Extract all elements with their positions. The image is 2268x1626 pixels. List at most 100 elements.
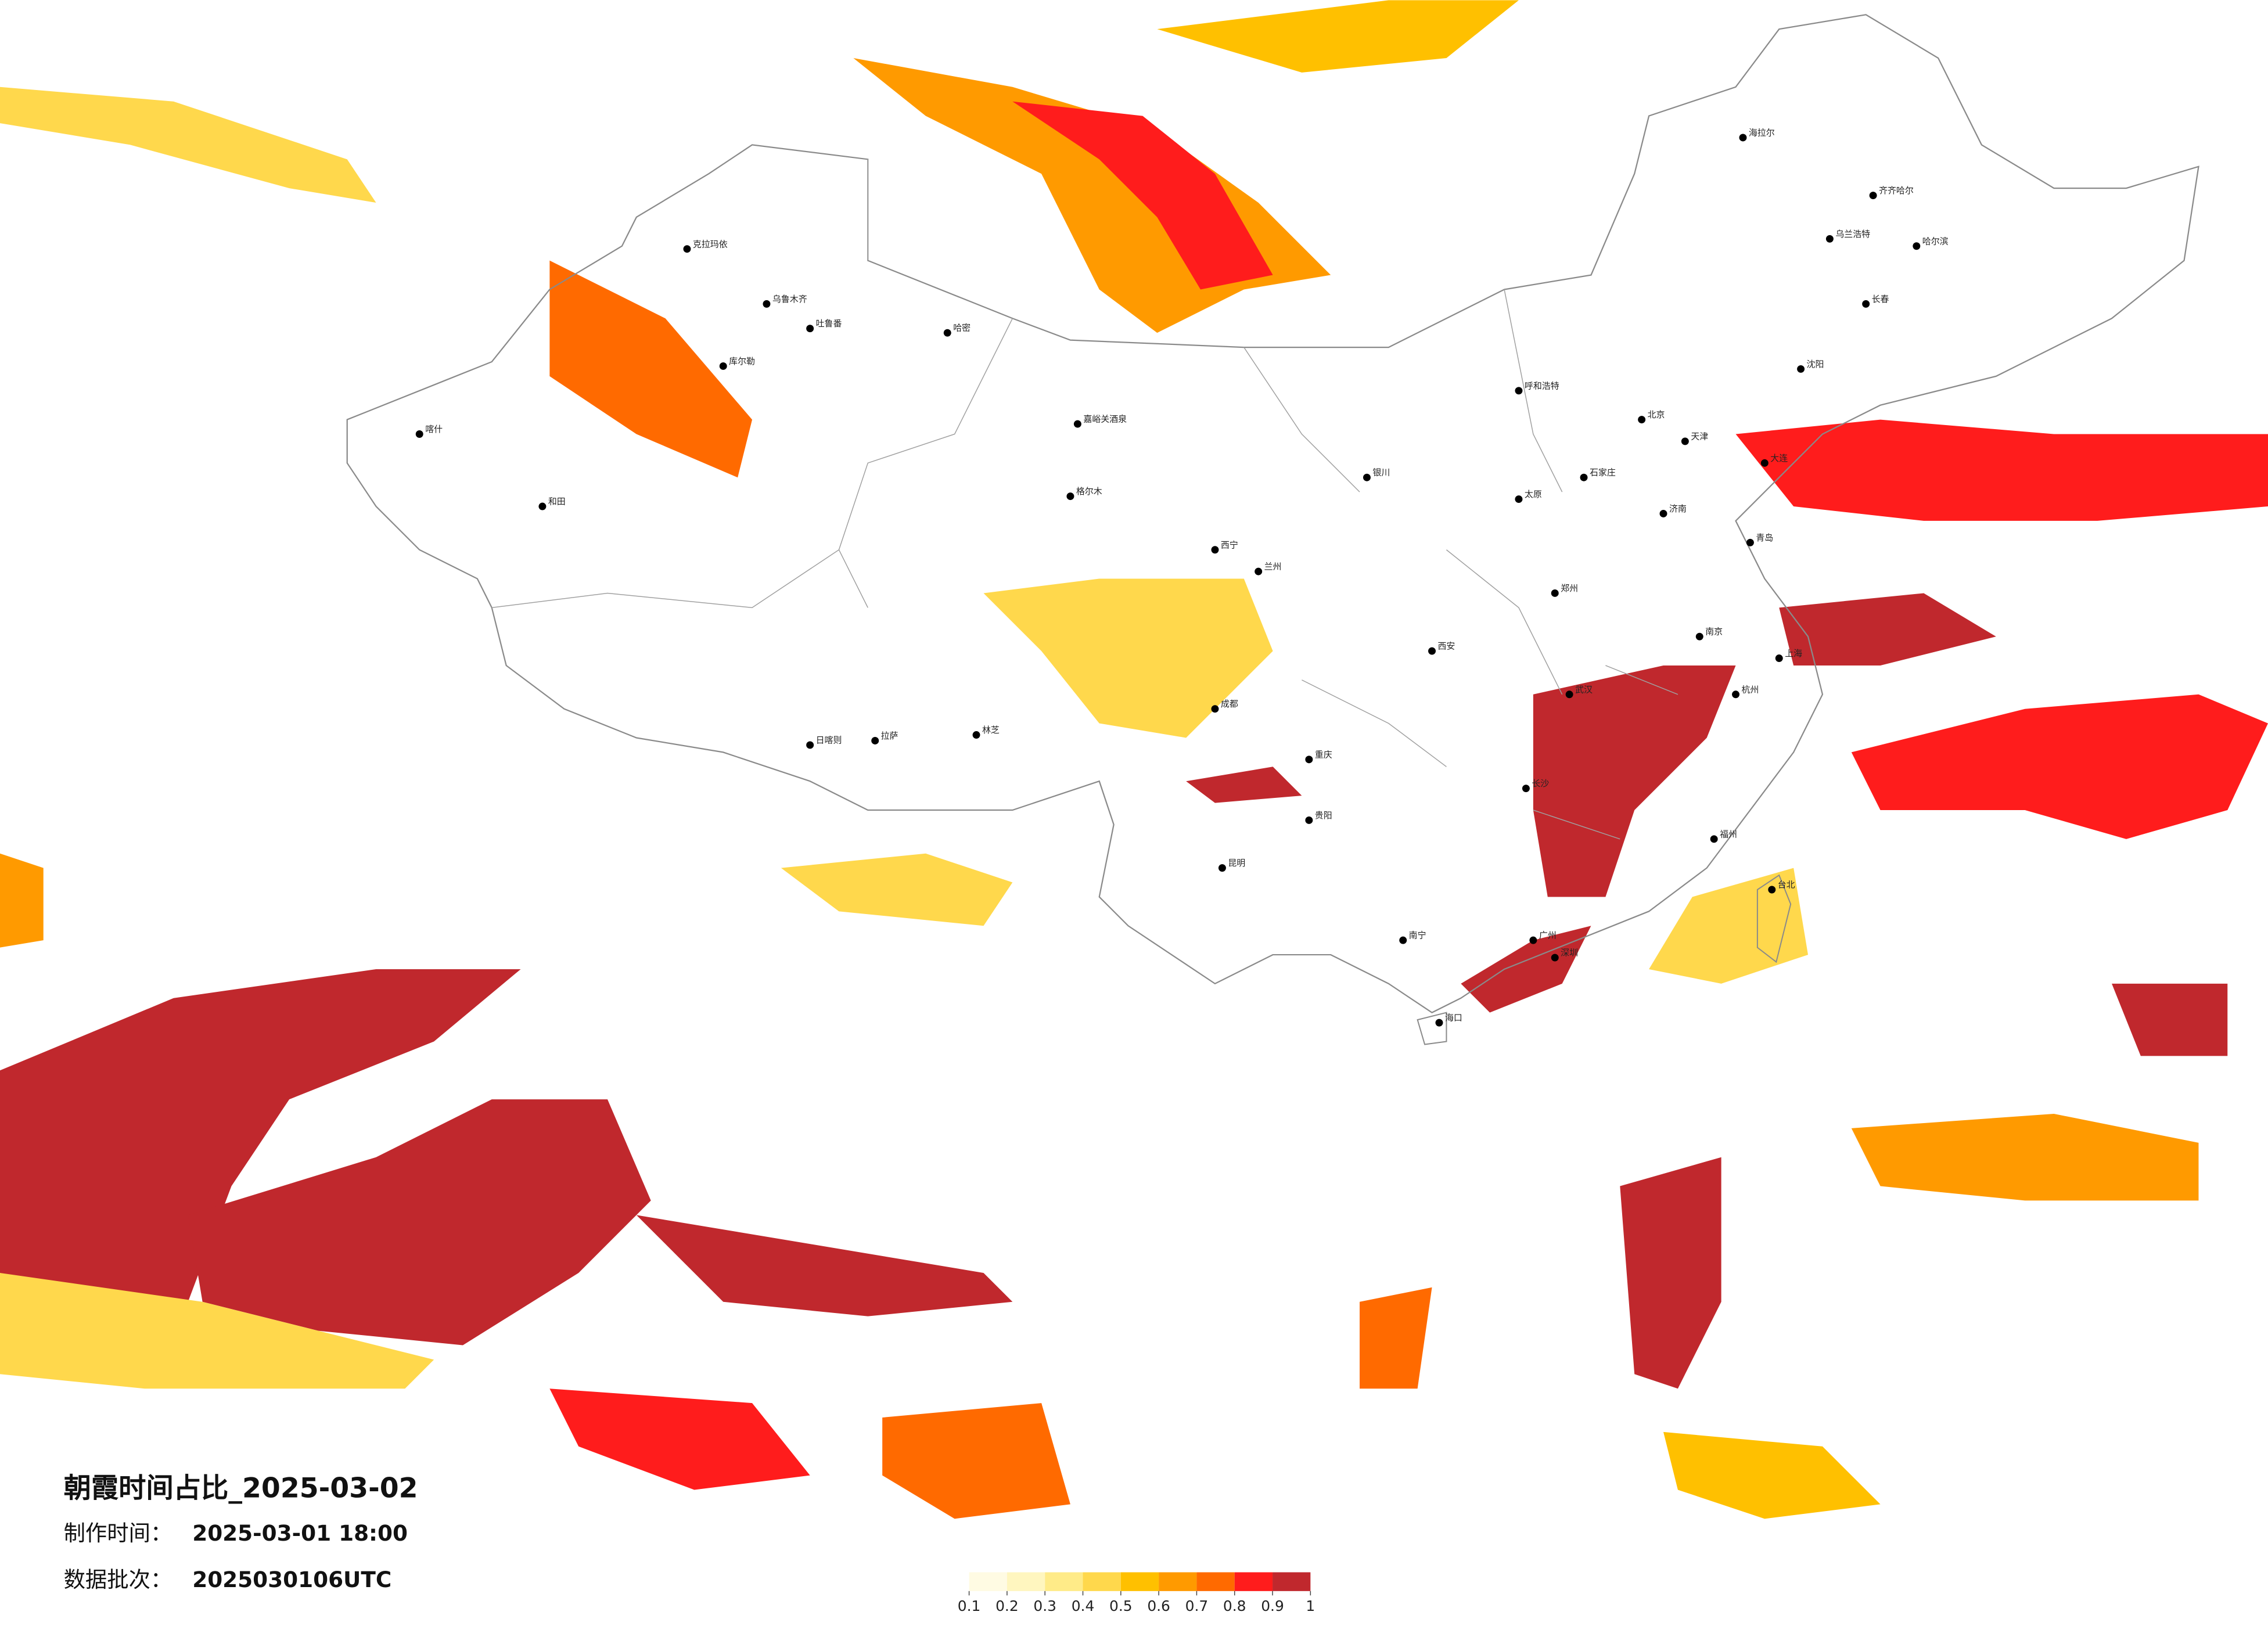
- blob: [188, 1099, 651, 1346]
- tick-label: 0.3: [1033, 1598, 1056, 1614]
- city-label: 长春: [1872, 294, 1889, 304]
- city-label: 武汉: [1575, 684, 1593, 695]
- country-outline: [346, 14, 2199, 1013]
- city-dot: [1255, 567, 1263, 575]
- tick-label: 0.4: [1072, 1598, 1095, 1614]
- city-label: 济南: [1669, 503, 1687, 514]
- blob: [882, 1403, 1070, 1519]
- city-dot: [1218, 864, 1226, 872]
- city-dot: [1862, 300, 1870, 308]
- city-dot: [1775, 654, 1783, 662]
- city-dot: [683, 245, 691, 253]
- city-dot: [1073, 420, 1081, 428]
- color-swatch: [1196, 1572, 1235, 1591]
- city-dot: [1739, 134, 1747, 142]
- city-label: 吐鲁番: [816, 318, 842, 329]
- tick-label: 0.8: [1223, 1598, 1246, 1614]
- blob: [983, 578, 1273, 738]
- city-label: 齐齐哈尔: [1879, 185, 1914, 196]
- city-label: 哈密: [953, 323, 971, 333]
- blob: [1649, 868, 1809, 984]
- color-swatch: [1234, 1572, 1273, 1591]
- city-dot: [1825, 235, 1834, 243]
- tick-label: 0.2: [995, 1598, 1019, 1614]
- color-swatch: [1273, 1572, 1311, 1591]
- city-dot: [1522, 785, 1530, 793]
- city-label: 深圳: [1561, 948, 1578, 958]
- city-dot: [972, 731, 980, 739]
- made-time: 2025-03-01 18:00: [192, 1520, 408, 1546]
- city-dot: [1638, 416, 1646, 424]
- city-dot: [1305, 756, 1313, 764]
- blob: [549, 1388, 810, 1490]
- city-dot: [1515, 387, 1523, 395]
- tick-label: 0.1: [958, 1598, 981, 1614]
- batch-label: 数据批次：: [64, 1567, 172, 1592]
- tick-label: 0.5: [1109, 1598, 1133, 1614]
- blob: [1735, 419, 2268, 521]
- city-dot: [1695, 632, 1703, 641]
- city-label: 青岛: [1756, 533, 1773, 543]
- province-borders: [491, 159, 1678, 840]
- city-dot: [719, 362, 727, 370]
- blob: [0, 1272, 434, 1389]
- city-dot: [1428, 647, 1436, 655]
- city-dot: [1211, 705, 1219, 713]
- city-label: 银川: [1372, 467, 1390, 478]
- city-dot: [1768, 886, 1776, 894]
- city-dot: [1551, 589, 1559, 597]
- city-dot: [806, 325, 814, 333]
- city-dot: [1681, 437, 1689, 445]
- city-label: 海拉尔: [1749, 127, 1775, 138]
- blob: [2112, 983, 2228, 1056]
- city-label: 天津: [1691, 431, 1708, 441]
- city-dot: [1066, 492, 1074, 501]
- city-dot: [1913, 242, 1921, 250]
- city-label: 和田: [548, 497, 566, 507]
- blob: [0, 853, 44, 948]
- city-dot: [1529, 936, 1537, 944]
- city-label: 兰州: [1264, 562, 1282, 572]
- city-label: 昆明: [1228, 858, 1245, 868]
- city-label: 福州: [1720, 829, 1737, 839]
- blob: [1360, 1287, 1432, 1389]
- blob: [636, 1215, 1013, 1316]
- city-dot: [763, 300, 771, 308]
- city-label: 林芝: [982, 725, 1000, 735]
- blob: [781, 853, 1013, 926]
- city-label: 上海: [1785, 648, 1802, 659]
- city-dot: [1746, 538, 1754, 546]
- blob: [1186, 767, 1302, 803]
- color-swatch: [1120, 1572, 1159, 1591]
- city-label: 南宁: [1409, 930, 1426, 941]
- blob: [1851, 1114, 2199, 1201]
- city-label: 贵阳: [1315, 810, 1332, 821]
- city-label: 呼和浩特: [1525, 380, 1559, 391]
- colorbar: 0.1 0.2 0.3 0.4 0.5 0.6 0.7 0.8 0.9 1: [958, 1572, 1315, 1614]
- blob: [1779, 593, 1996, 665]
- city-dot: [943, 329, 951, 337]
- city-dot: [1565, 690, 1573, 699]
- city-label: 日喀则: [816, 735, 842, 745]
- color-swatch: [1007, 1572, 1045, 1591]
- city-label: 重庆: [1315, 749, 1332, 760]
- city-label: 海口: [1445, 1013, 1462, 1023]
- city-label: 克拉玛依: [693, 239, 728, 249]
- tick-label: 1: [1306, 1598, 1315, 1614]
- city-label: 格尔木: [1076, 486, 1102, 497]
- tick-label: 0.9: [1261, 1598, 1284, 1614]
- blob: [0, 87, 376, 203]
- title: 朝霞时间占比_2025-03-02: [64, 1473, 418, 1505]
- batch: 2025030106UTC: [192, 1567, 391, 1592]
- city-label: 台北: [1778, 880, 1795, 890]
- city-dot: [1732, 690, 1739, 699]
- blob: [1533, 665, 1736, 897]
- city-dot: [1305, 816, 1313, 824]
- city-dot: [1710, 835, 1718, 843]
- city-dot: [871, 737, 879, 744]
- city-dot: [1760, 459, 1769, 467]
- cloud-layer: [0, 0, 2268, 1519]
- blob: [1157, 0, 1519, 73]
